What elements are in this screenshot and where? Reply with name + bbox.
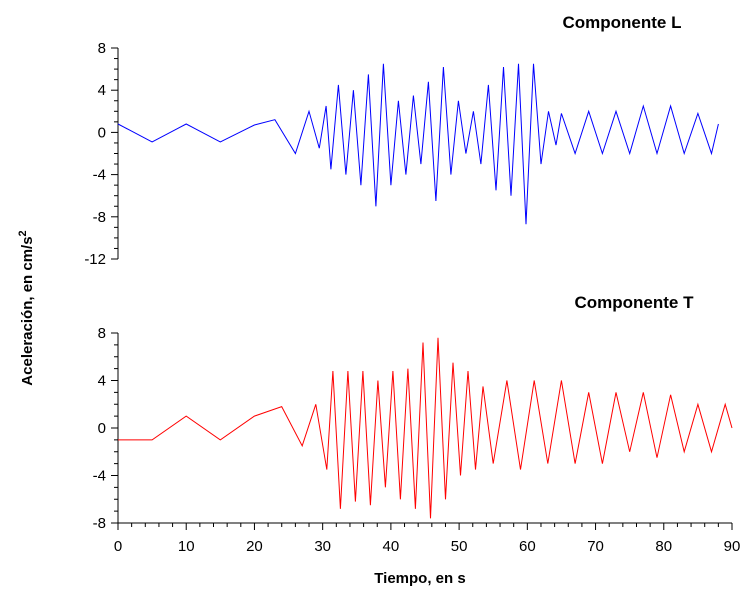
x-tick-label: 80 bbox=[655, 538, 672, 555]
x-tick-label: 0 bbox=[114, 538, 122, 555]
chart-title-t: Componente T bbox=[575, 293, 695, 312]
y-tick-label: -8 bbox=[93, 515, 106, 532]
y-tick-label: -8 bbox=[93, 209, 106, 226]
panel-componente-t: Componente T 840-4-8 0 10 20 30 40 50 60 70 80 90 bbox=[93, 293, 741, 555]
series-trace-t bbox=[118, 337, 733, 519]
panel-componente-l: Componente L 8 4 0 -4 -8 -12 bbox=[84, 13, 719, 268]
y-ticks-l: 8 4 0 -4 -8 -12 bbox=[84, 40, 118, 268]
y-axis-title-text: Aceleración, en cm/s bbox=[19, 236, 36, 385]
y-axis-title-superscript: 2 bbox=[17, 230, 29, 236]
x-tick-label: 90 bbox=[724, 538, 741, 555]
series-trace-l bbox=[117, 63, 719, 225]
x-tick-label: 20 bbox=[246, 538, 263, 555]
chart-title-l: Componente L bbox=[563, 13, 682, 32]
y-tick-label: 4 bbox=[98, 373, 106, 390]
x-tick-label: 70 bbox=[587, 538, 604, 555]
x-tick-label: 10 bbox=[178, 538, 195, 555]
y-ticks-t: 8 4 0 -4 -8 bbox=[93, 325, 118, 532]
y-tick-label: 8 bbox=[98, 325, 106, 342]
y-tick-label: 0 bbox=[98, 124, 106, 141]
y-tick-label: -12 bbox=[84, 251, 106, 268]
x-axis-title: Tiempo, en s bbox=[374, 570, 465, 587]
x-tick-label: 30 bbox=[314, 538, 331, 555]
y-tick-label: 4 bbox=[98, 82, 106, 99]
y-tick-label: 8 bbox=[98, 40, 106, 57]
x-tick-label: 60 bbox=[519, 538, 536, 555]
x-tick-label: 50 bbox=[451, 538, 468, 555]
y-axis-title: Aceleración, en cm/s2 bbox=[17, 230, 36, 385]
y-tick-label: -4 bbox=[93, 468, 106, 485]
y-tick-label: -4 bbox=[93, 167, 106, 184]
y-tick-label: 0 bbox=[98, 420, 106, 437]
x-ticks-t: 0 10 20 30 40 50 60 70 80 90 bbox=[114, 523, 741, 555]
x-tick-label: 40 bbox=[383, 538, 400, 555]
